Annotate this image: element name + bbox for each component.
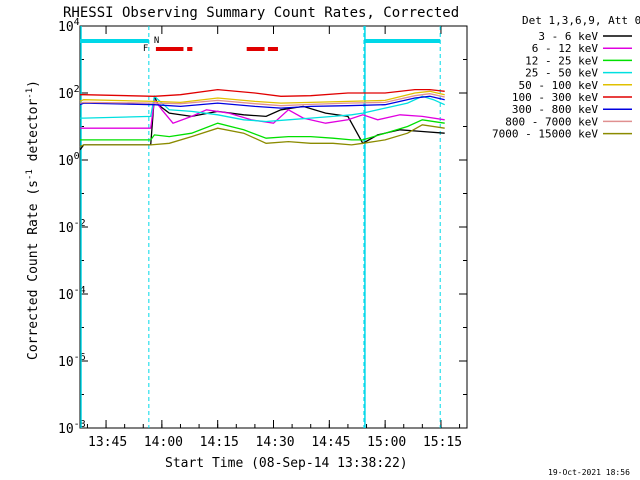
y-axis: 10-8 10-6 10-4 10-2 100 102 104 — [58, 17, 467, 437]
night-flag-label: N — [154, 36, 159, 46]
flare-bar — [267, 47, 278, 51]
plot-frame — [79, 25, 468, 429]
timestamp: 19-Oct-2021 18:56 — [548, 468, 630, 477]
legend-entry-label: 7000 - 15000 keV — [492, 128, 598, 141]
x-tick-label: 14:30 — [256, 435, 295, 450]
x-axis-label: Start Time (08-Sep-14 13:38:22) — [165, 456, 408, 471]
flare-flag-label: F — [143, 44, 148, 54]
series-line — [80, 95, 445, 123]
y-tick-label: 10-2 — [58, 218, 86, 236]
y-axis-label: Corrected Count Rate (s-1 detector-1) — [25, 80, 41, 360]
legend-entry-label: 100 - 300 keV — [512, 91, 598, 104]
flare-bar — [155, 47, 184, 51]
y-tick-label: 10-4 — [58, 285, 86, 303]
series-group — [79, 88, 445, 151]
daylight-bar — [80, 39, 149, 43]
legend-entry-label: 800 - 7000 keV — [505, 115, 598, 128]
daylight-bar — [363, 39, 441, 43]
flare-bar — [246, 47, 265, 51]
legend-entry-label: 25 - 50 keV — [525, 67, 598, 80]
status-markers: FN — [80, 26, 441, 428]
series-line — [80, 119, 445, 141]
x-tick-label: 14:45 — [311, 435, 350, 450]
series-line — [79, 95, 445, 109]
y-tick-label: 100 — [58, 151, 80, 169]
y-tick-label: 102 — [58, 84, 80, 102]
legend-entry-label: 3 - 6 keV — [538, 30, 598, 43]
legend-entry-label: 50 - 100 keV — [519, 79, 599, 92]
series-line — [80, 88, 445, 97]
x-tick-label: 15:15 — [423, 435, 462, 450]
x-tick-label: 14:15 — [200, 435, 239, 450]
y-tick-label: 10-6 — [58, 352, 86, 370]
legend-title: Det 1,3,6,9, Att 0 — [522, 14, 640, 27]
x-axis: 13:45 14:00 14:15 14:30 14:45 15:00 15:15 — [86, 26, 462, 450]
chart-title: RHESSI Observing Summary Count Rates, Co… — [63, 5, 459, 21]
legend-entry-label: 6 - 12 keV — [532, 42, 599, 55]
x-tick-label: 15:00 — [367, 435, 406, 450]
series-line — [79, 124, 445, 148]
x-tick-label: 14:00 — [144, 435, 183, 450]
x-tick-label: 13:45 — [88, 435, 127, 450]
y-tick-label: 104 — [58, 17, 80, 35]
legend-entry-label: 12 - 25 keV — [525, 54, 598, 67]
y-tick-label: 10-8 — [58, 419, 86, 437]
flare-bar — [187, 47, 193, 51]
series-line — [79, 93, 445, 107]
legend-entry-label: 300 - 800 keV — [512, 103, 598, 116]
series-line — [79, 90, 445, 104]
